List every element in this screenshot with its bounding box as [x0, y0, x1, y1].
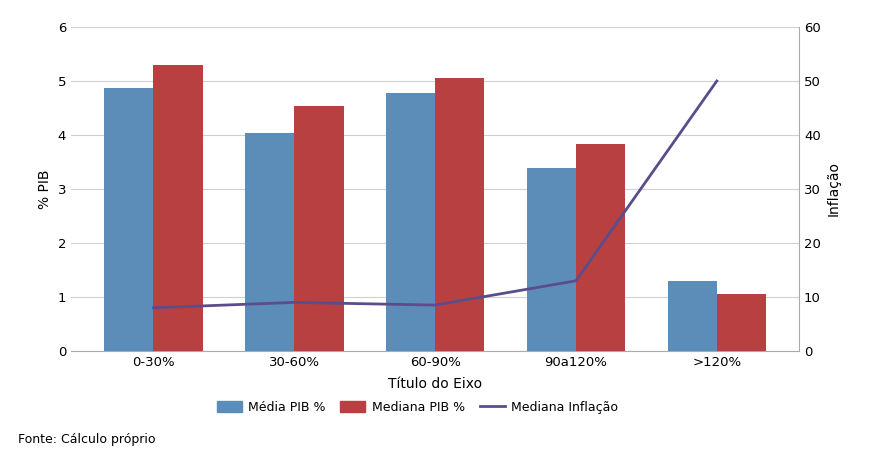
X-axis label: Título do Eixo: Título do Eixo — [388, 377, 482, 391]
Bar — [527, 168, 576, 351]
Y-axis label: % PIB: % PIB — [38, 169, 52, 209]
Bar — [717, 294, 766, 351]
Bar — [576, 144, 625, 351]
Bar — [104, 88, 154, 351]
Bar — [245, 133, 294, 351]
Text: Fonte: Cálculo próprio: Fonte: Cálculo próprio — [18, 432, 155, 446]
Bar — [435, 78, 485, 351]
Bar — [385, 94, 435, 351]
Bar — [294, 106, 344, 351]
Legend: Média PIB %, Mediana PIB %, Mediana Inflação: Média PIB %, Mediana PIB %, Mediana Infl… — [211, 396, 623, 419]
Bar — [154, 65, 202, 351]
Y-axis label: Inflação: Inflação — [827, 162, 840, 216]
Bar — [668, 281, 717, 351]
